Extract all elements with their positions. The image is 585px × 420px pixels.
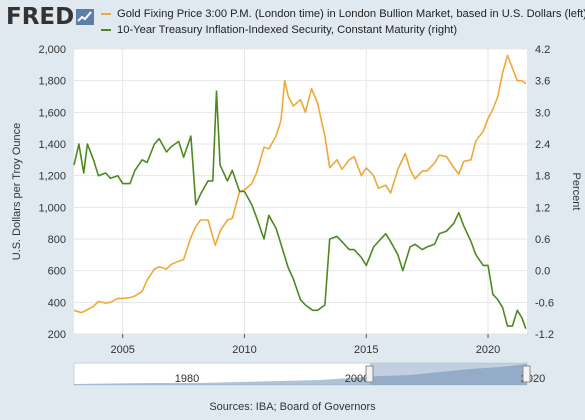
y-tick-label-left: 2,000 [38,44,66,56]
y-tick-label-right: -0.6 [535,297,554,309]
grid-lines [74,48,527,335]
legend-swatch-tips [101,29,111,31]
y-tick-label-left: 1,600 [38,107,66,119]
fred-logo[interactable]: FRED [6,4,95,30]
x-tick-label: 2005 [110,344,134,356]
navigator-handle-right[interactable] [522,365,531,383]
y-tick-label-left: 200 [48,329,66,341]
y-tick-label-right: 2.4 [535,139,550,151]
legend: Gold Fixing Price 3:00 P.M. (London time… [101,6,585,38]
fred-graph-icon [76,9,95,25]
logo-text: FRED [6,4,75,30]
legend-label-gold: Gold Fixing Price 3:00 P.M. (London time… [117,8,585,20]
y-tick-label-right: 3.0 [535,107,550,119]
y-tick-label-left: 400 [48,297,66,309]
y-tick-label-right: 0.0 [535,266,550,278]
y-axis-right: -1.2 -0.6 0.0 0.6 1.2 1.8 2.4 3.0 3.6 4.2 [535,44,554,341]
y-tick-label-right: 1.2 [535,202,550,214]
sources-note: Sources: IBA; Board of Governors [209,401,376,413]
y-axis-left: 200 400 600 800 1,000 1,200 1,400 1,600 1,800 2,0… [38,44,66,341]
y-tick-label-left: 1,000 [38,202,66,214]
navigator-handle-left[interactable] [365,365,374,383]
range-navigator[interactable]: 1980 2000 2020 [73,362,545,386]
y-tick-label-left: 800 [48,234,66,246]
y-axis-left-title: U.S. Dollars per Troy Ounce [11,123,23,261]
y-tick-label-right: 4.2 [535,44,550,56]
y-tick-label-right: 0.6 [535,234,550,246]
legend-swatch-gold [101,13,111,15]
legend-label-tips: 10-Year Treasury Inflation-Indexed Secur… [117,24,458,36]
header: FRED Gold Fixing Price 3:00 P.M. (London… [0,0,585,44]
series-line-tips-yield [73,90,527,329]
navigator-label-2000: 2000 [345,373,369,385]
x-tick-label: 2020 [476,344,500,356]
series-line-gold-price [73,54,527,314]
x-tick-label: 2010 [232,344,256,356]
y-tick-label-right: -1.2 [535,329,554,341]
y-tick-label-left: 600 [48,266,66,278]
y-axis-right-title: Percent [570,173,582,211]
legend-item-tips: 10-Year Treasury Inflation-Indexed Secur… [101,22,585,38]
y-tick-label-left: 1,800 [38,76,66,88]
x-tick-label: 2015 [354,344,378,356]
y-tick-label-left: 1,200 [38,171,66,183]
navigator-mini-chart [74,364,527,385]
legend-item-gold: Gold Fixing Price 3:00 P.M. (London time… [101,6,585,22]
plot-area [74,49,527,334]
y-tick-label-right: 3.6 [535,76,550,88]
y-tick-label-right: 1.8 [535,171,550,183]
navigator-label-1980: 1980 [175,373,199,385]
y-tick-label-left: 1,400 [38,139,66,151]
series-lines [73,54,527,329]
x-axis: 2005 2010 2015 2020 [110,334,500,356]
